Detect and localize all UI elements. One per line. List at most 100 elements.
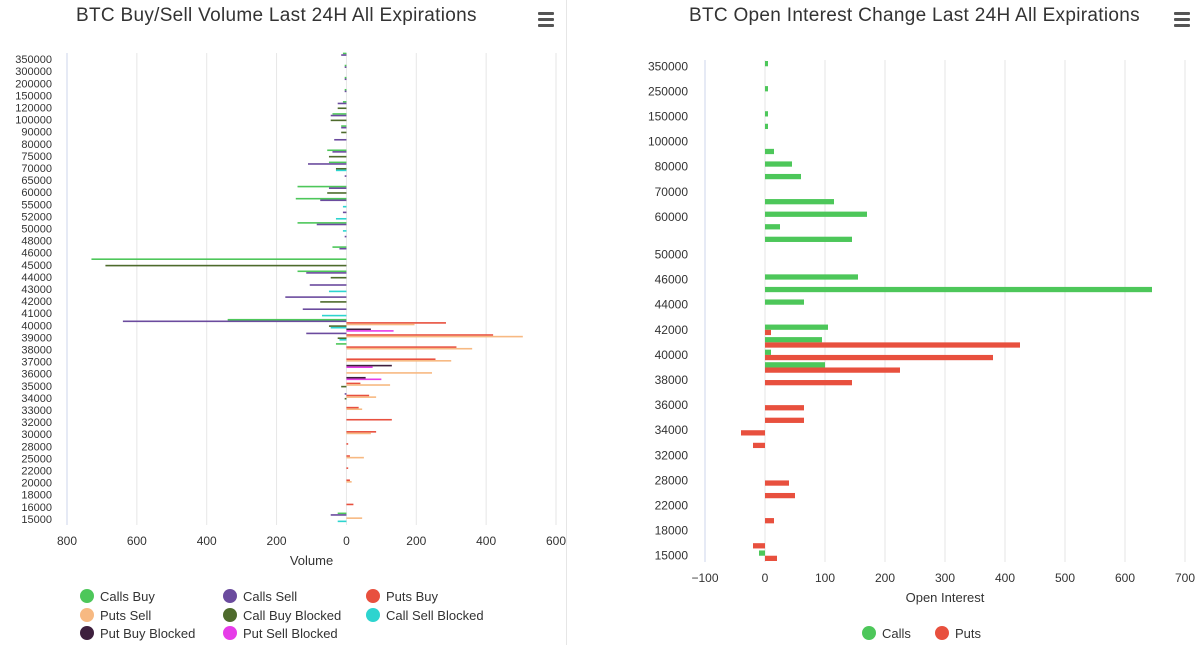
x-tick-label: 100 [815,571,835,585]
legend-item-call-buy-blocked[interactable]: Call Buy Blocked [223,608,341,623]
bar-call-sell-blocked [342,230,347,232]
legend-item-calls-buy[interactable]: Calls Buy [80,589,155,604]
x-tick-label: 600 [1115,571,1135,585]
legend-dot-icon [223,626,237,640]
x-axis-title: Open Interest [906,590,985,605]
bar-calls-sell [285,296,347,298]
bar-puts-buy [346,334,494,336]
y-tick-label: 34000 [655,423,689,437]
bar-calls-buy [227,318,347,321]
x-tick-label: 500 [1055,571,1075,585]
legend-item-calls[interactable]: Calls [862,626,911,641]
bar-puts [765,329,771,336]
bar-calls-buy [297,270,347,273]
bar-calls-buy [297,185,347,188]
bar-puts-sell [346,396,377,398]
bar-calls [759,550,765,556]
bar-call-buy-blocked [320,301,347,303]
legend-item-put-sell-blocked[interactable]: Put Sell Blocked [223,626,338,641]
bar-calls [765,173,801,180]
x-tick-label: 400 [995,571,1015,585]
legend-label: Call Buy Blocked [243,608,342,623]
bar-calls [765,61,768,67]
bar-puts [765,342,1020,348]
bar-calls [765,211,867,217]
y-tick-label: 350000 [648,59,688,73]
y-tick-label: 38000 [21,345,52,357]
bar-calls [765,86,768,92]
x-tick-label: 400 [476,534,496,548]
y-tick-label: 32000 [21,417,52,429]
legend-dot-icon [223,608,237,622]
y-tick-label: 18000 [655,524,689,538]
y-tick-label: 30000 [21,429,52,441]
x-tick-label: 200 [875,571,895,585]
bar-calls-sell [341,126,347,129]
legend-dot-icon [862,626,876,640]
bar-calls-sell [306,332,347,335]
right-chart-panel: BTC Open Interest Change Last 24H All Ex… [568,0,1200,645]
legend-label: Calls Buy [100,589,155,604]
bar-puts-sell [346,384,391,386]
bar-calls-buy [332,246,347,248]
legend-label: Call Sell Blocked [386,608,484,623]
y-tick-label: 50000 [655,248,689,262]
y-tick-label: 70000 [655,185,689,199]
legend-dot-icon [366,608,380,622]
hamburger-menu-icon[interactable] [538,12,554,28]
hamburger-menu-icon[interactable] [1174,12,1190,28]
bar-calls-buy [344,76,347,79]
y-tick-label: 42000 [21,296,52,308]
bar-puts-buy [346,322,446,324]
bar-call-buy-blocked [341,385,347,388]
y-tick-label: 18000 [21,490,52,502]
bar-calls-sell [330,514,347,516]
bar-put-sell-blocked [346,378,382,381]
y-tick-label: 38000 [655,373,689,387]
y-tick-label: 16000 [21,502,52,514]
bar-calls-buy [342,101,347,103]
x-tick-label: 600 [546,534,566,548]
legend-item-puts[interactable]: Puts [935,626,981,641]
bar-calls-sell [344,235,347,238]
x-tick-label: 0 [762,571,769,585]
y-tick-label: 65000 [21,175,52,187]
legend-dot-icon [80,626,94,640]
y-tick-label: 22000 [655,499,689,513]
y-tick-label: 40000 [21,320,52,332]
bar-calls-sell [302,308,347,311]
bar-call-sell-blocked [337,520,347,523]
legend-item-call-sell-blocked[interactable]: Call Sell Blocked [366,608,484,623]
legend-item-calls-sell[interactable]: Calls Sell [223,589,297,604]
right-chart-svg: −100 0 100 200 300 400 500 600 700 15000 18000 2200… [648,59,1195,605]
legend-dot-icon [366,589,380,603]
bar-put-sell-blocked [346,366,373,369]
bar-puts [765,480,789,486]
y-tick-label: 44000 [21,272,52,284]
bar-put-sell-blocked [346,330,394,332]
y-tick-label: 350000 [15,54,52,66]
bar-call-buy-blocked [327,192,347,194]
bar-call-sell-blocked [335,169,347,172]
legend-item-puts-sell[interactable]: Puts Sell [80,608,151,623]
bar-call-sell-blocked [328,290,347,293]
left-chart-panel: BTC Buy/Sell Volume Last 24H All Expirat… [0,0,566,645]
legend-item-puts-buy[interactable]: Puts Buy [366,589,438,604]
bar-puts-sell [346,517,363,519]
y-tick-label: 100000 [648,135,688,149]
bar-puts [765,354,993,361]
bar-puts-buy [346,358,436,361]
bar-calls-buy [341,125,347,127]
y-tick-label: 41000 [21,308,52,320]
legend-label: Put Sell Blocked [243,626,338,641]
y-tick-label: 70000 [21,163,52,175]
bar-calls [765,324,828,330]
left-chart-title: BTC Buy/Sell Volume Last 24H All Expirat… [76,5,477,26]
bar-calls-sell [334,138,347,141]
bar-puts [753,543,765,549]
y-tick-label: 40000 [655,348,689,362]
bar-call-buy-blocked [328,155,347,158]
legend-item-put-buy-blocked[interactable]: Put Buy Blocked [80,626,195,641]
bar-calls-sell [344,393,347,395]
bar-call-sell-blocked [342,205,347,208]
